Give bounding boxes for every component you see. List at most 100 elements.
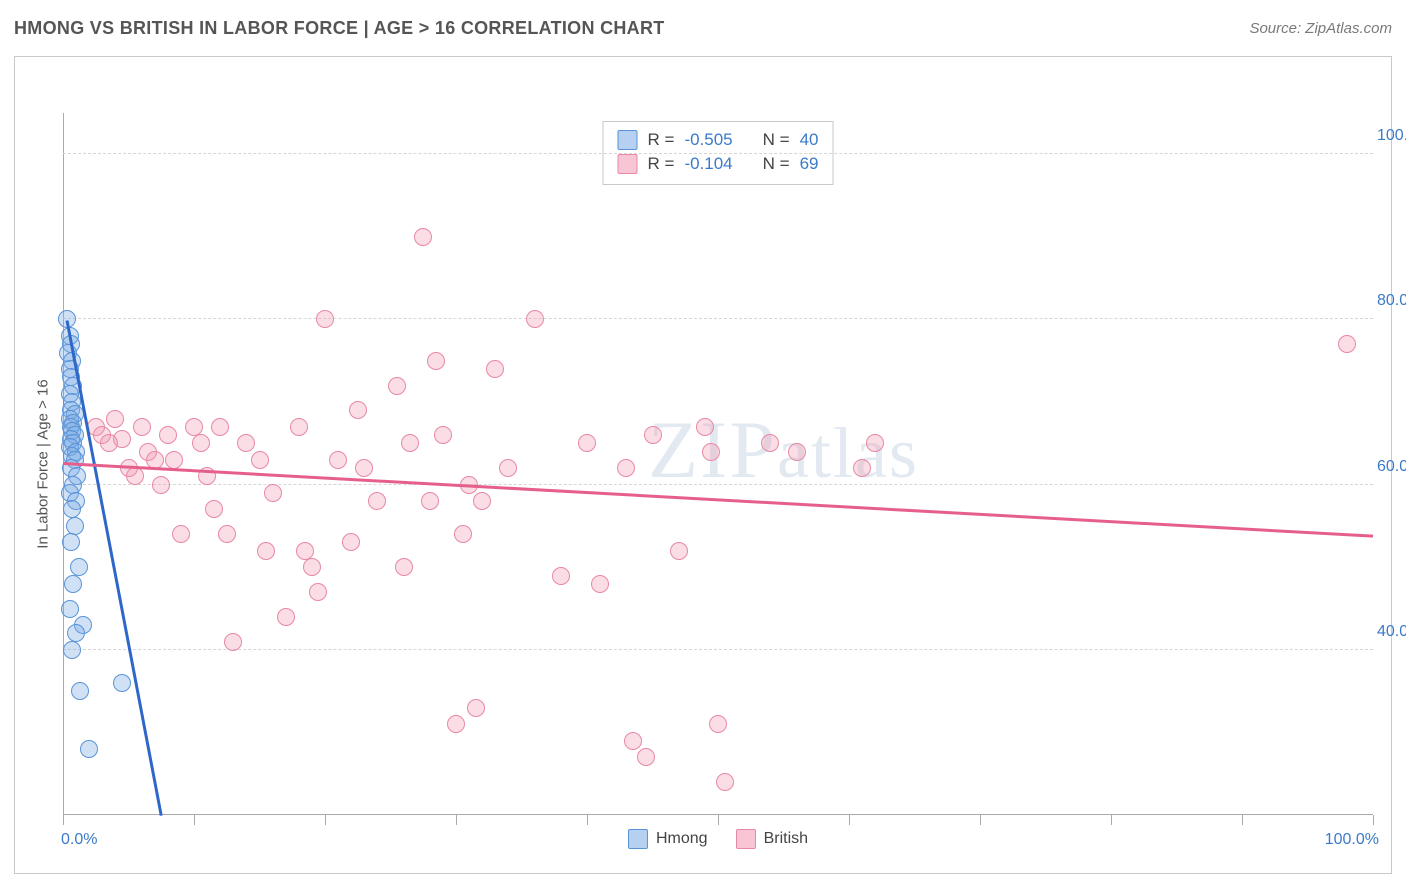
x-tick [1242, 815, 1243, 825]
x-tick [63, 815, 64, 825]
n-value: 69 [800, 154, 819, 174]
chart-frame: In Labor Force | Age > 16 0.0% 100.0% ZI… [14, 56, 1392, 874]
scatter-point [591, 575, 609, 593]
scatter-point [126, 467, 144, 485]
scatter-point [761, 434, 779, 452]
chart-legend: Hmong British [628, 829, 808, 849]
x-tick [456, 815, 457, 825]
scatter-point [486, 360, 504, 378]
scatter-point [70, 558, 88, 576]
scatter-point [80, 740, 98, 758]
scatter-point [709, 715, 727, 733]
x-axis-min-label: 0.0% [61, 831, 97, 849]
gridline-h [63, 649, 1373, 650]
y-axis-label: In Labor Force | Age > 16 [35, 379, 52, 548]
scatter-point [165, 451, 183, 469]
scatter-point [421, 492, 439, 510]
scatter-point [637, 748, 655, 766]
scatter-point [368, 492, 386, 510]
scatter-point [133, 418, 151, 436]
scatter-point [624, 732, 642, 750]
gridline-h [63, 153, 1373, 154]
scatter-point [395, 558, 413, 576]
scatter-point [696, 418, 714, 436]
x-tick [325, 815, 326, 825]
y-tick-label: 60.0% [1377, 458, 1406, 476]
y-tick-label: 100.0% [1377, 127, 1406, 145]
scatter-point [296, 542, 314, 560]
scatter-point [61, 600, 79, 618]
page-title: HMONG VS BRITISH IN LABOR FORCE | AGE > … [14, 18, 665, 39]
scatter-point [303, 558, 321, 576]
scatter-point [1338, 335, 1356, 353]
scatter-point [578, 434, 596, 452]
scatter-point [355, 459, 373, 477]
scatter-point [388, 377, 406, 395]
n-label: N = [763, 130, 790, 150]
gridline-h [63, 318, 1373, 319]
scatter-point [224, 633, 242, 651]
scatter-point [473, 492, 491, 510]
scatter-point [159, 426, 177, 444]
scatter-point [427, 352, 445, 370]
y-tick-label: 80.0% [1377, 292, 1406, 310]
legend-item: Hmong [628, 829, 708, 849]
scatter-point [526, 310, 544, 328]
stats-row: R = -0.104N = 69 [618, 152, 819, 176]
x-tick [1373, 815, 1374, 825]
x-axis-max-label: 100.0% [1325, 831, 1379, 849]
scatter-point [716, 773, 734, 791]
scatter-point [106, 410, 124, 428]
x-tick [1111, 815, 1112, 825]
series-swatch [618, 130, 638, 150]
scatter-point [264, 484, 282, 502]
scatter-point [63, 641, 81, 659]
scatter-point [67, 624, 85, 642]
scatter-point [454, 525, 472, 543]
x-tick [194, 815, 195, 825]
x-tick [849, 815, 850, 825]
scatter-point [788, 443, 806, 461]
scatter-point [63, 500, 81, 518]
x-tick [587, 815, 588, 825]
scatter-point [316, 310, 334, 328]
scatter-point [309, 583, 327, 601]
scatter-point [64, 575, 82, 593]
scatter-point [434, 426, 452, 444]
y-tick-label: 40.0% [1377, 623, 1406, 641]
scatter-point [257, 542, 275, 560]
scatter-point [172, 525, 190, 543]
legend-item: British [736, 829, 808, 849]
scatter-point [152, 476, 170, 494]
scatter-point [290, 418, 308, 436]
scatter-point [853, 459, 871, 477]
scatter-point [185, 418, 203, 436]
scatter-point [401, 434, 419, 452]
r-label: R = [648, 130, 675, 150]
scatter-point [349, 401, 367, 419]
scatter-point [66, 517, 84, 535]
r-value: -0.104 [684, 154, 732, 174]
scatter-point [342, 533, 360, 551]
scatter-point [192, 434, 210, 452]
n-label: N = [763, 154, 790, 174]
gridline-h [63, 484, 1373, 485]
scatter-point [467, 699, 485, 717]
scatter-point [251, 451, 269, 469]
scatter-point [414, 228, 432, 246]
scatter-point [71, 682, 89, 700]
scatter-point [447, 715, 465, 733]
source-attribution: Source: ZipAtlas.com [1249, 20, 1392, 37]
stats-row: R = -0.505N = 40 [618, 128, 819, 152]
legend-label: British [764, 830, 808, 848]
scatter-point [237, 434, 255, 452]
scatter-point [113, 430, 131, 448]
scatter-point [866, 434, 884, 452]
scatter-point [218, 525, 236, 543]
x-tick [980, 815, 981, 825]
scatter-point [277, 608, 295, 626]
scatter-point [617, 459, 635, 477]
trend-line [63, 462, 1373, 538]
scatter-point [670, 542, 688, 560]
r-value: -0.505 [684, 130, 732, 150]
